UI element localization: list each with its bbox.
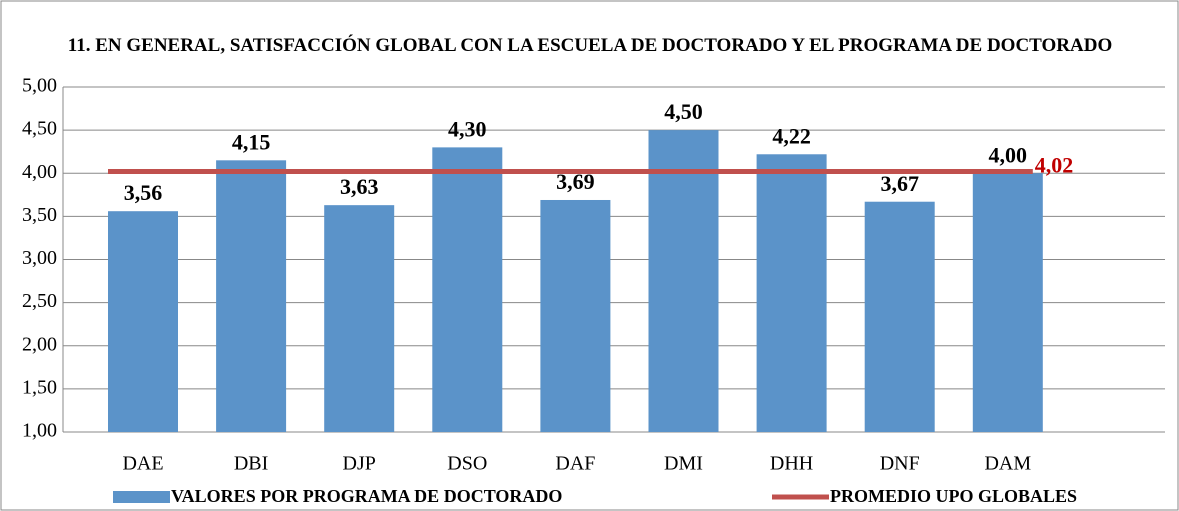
bar [648,130,719,432]
y-tick-label: 2,50 [22,290,57,312]
bar [864,201,935,432]
y-tick-label: 2,00 [22,333,57,355]
bar [324,205,395,432]
bar [216,160,287,432]
y-tick-label: 4,00 [22,161,57,183]
data-label: 3,67 [880,171,919,196]
data-label: 4,15 [232,129,271,154]
y-tick-label: 5,00 [22,75,57,97]
y-tick-label: 4,50 [22,118,57,140]
x-tick-label: DAM [984,453,1031,475]
bar [540,199,611,432]
legend-label: VALORES POR PROGRAMA DE DOCTORADO [171,486,562,506]
bar [756,154,827,432]
data-label: 4,50 [664,99,703,124]
x-tick-label: DAF [555,453,595,475]
bar [972,173,1043,432]
data-label: 4,22 [772,123,811,148]
y-tick-label: 3,00 [22,247,57,269]
legend-label: PROMEDIO UPO GLOBALES [830,486,1077,506]
bar [432,147,503,432]
x-tick-label: DMI [664,453,703,475]
x-tick-label: DJP [343,453,376,475]
x-tick-label: DAE [122,453,163,475]
x-tick-label: DSO [447,453,487,475]
data-label: 4,00 [989,142,1028,167]
y-tick-label: 1,50 [22,376,57,398]
chart-title: 11. EN GENERAL, SATISFACCIÓN GLOBAL CON … [67,35,1113,56]
data-label: 3,63 [340,174,379,199]
x-tick-label: DHH [770,453,813,475]
x-tick-label: DNF [880,453,920,475]
legend-swatch [113,491,170,503]
y-tick-label: 1,00 [22,420,57,442]
bar [108,211,178,432]
data-label: 3,56 [124,180,163,205]
data-label: 4,30 [448,116,487,141]
average-label: 4,02 [1035,153,1074,178]
x-tick-label: DBI [234,453,268,475]
y-tick-label: 3,50 [22,204,57,226]
